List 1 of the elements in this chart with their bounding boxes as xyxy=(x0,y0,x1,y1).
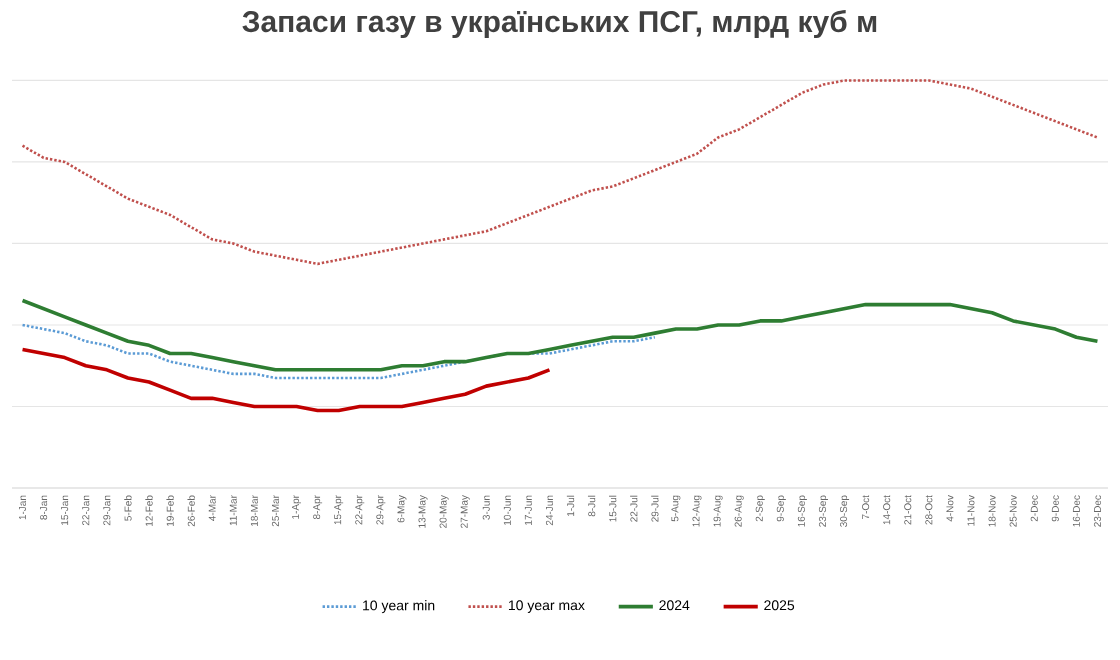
chart-title: Запаси газу в українських ПСГ, млрд куб м xyxy=(242,9,877,39)
